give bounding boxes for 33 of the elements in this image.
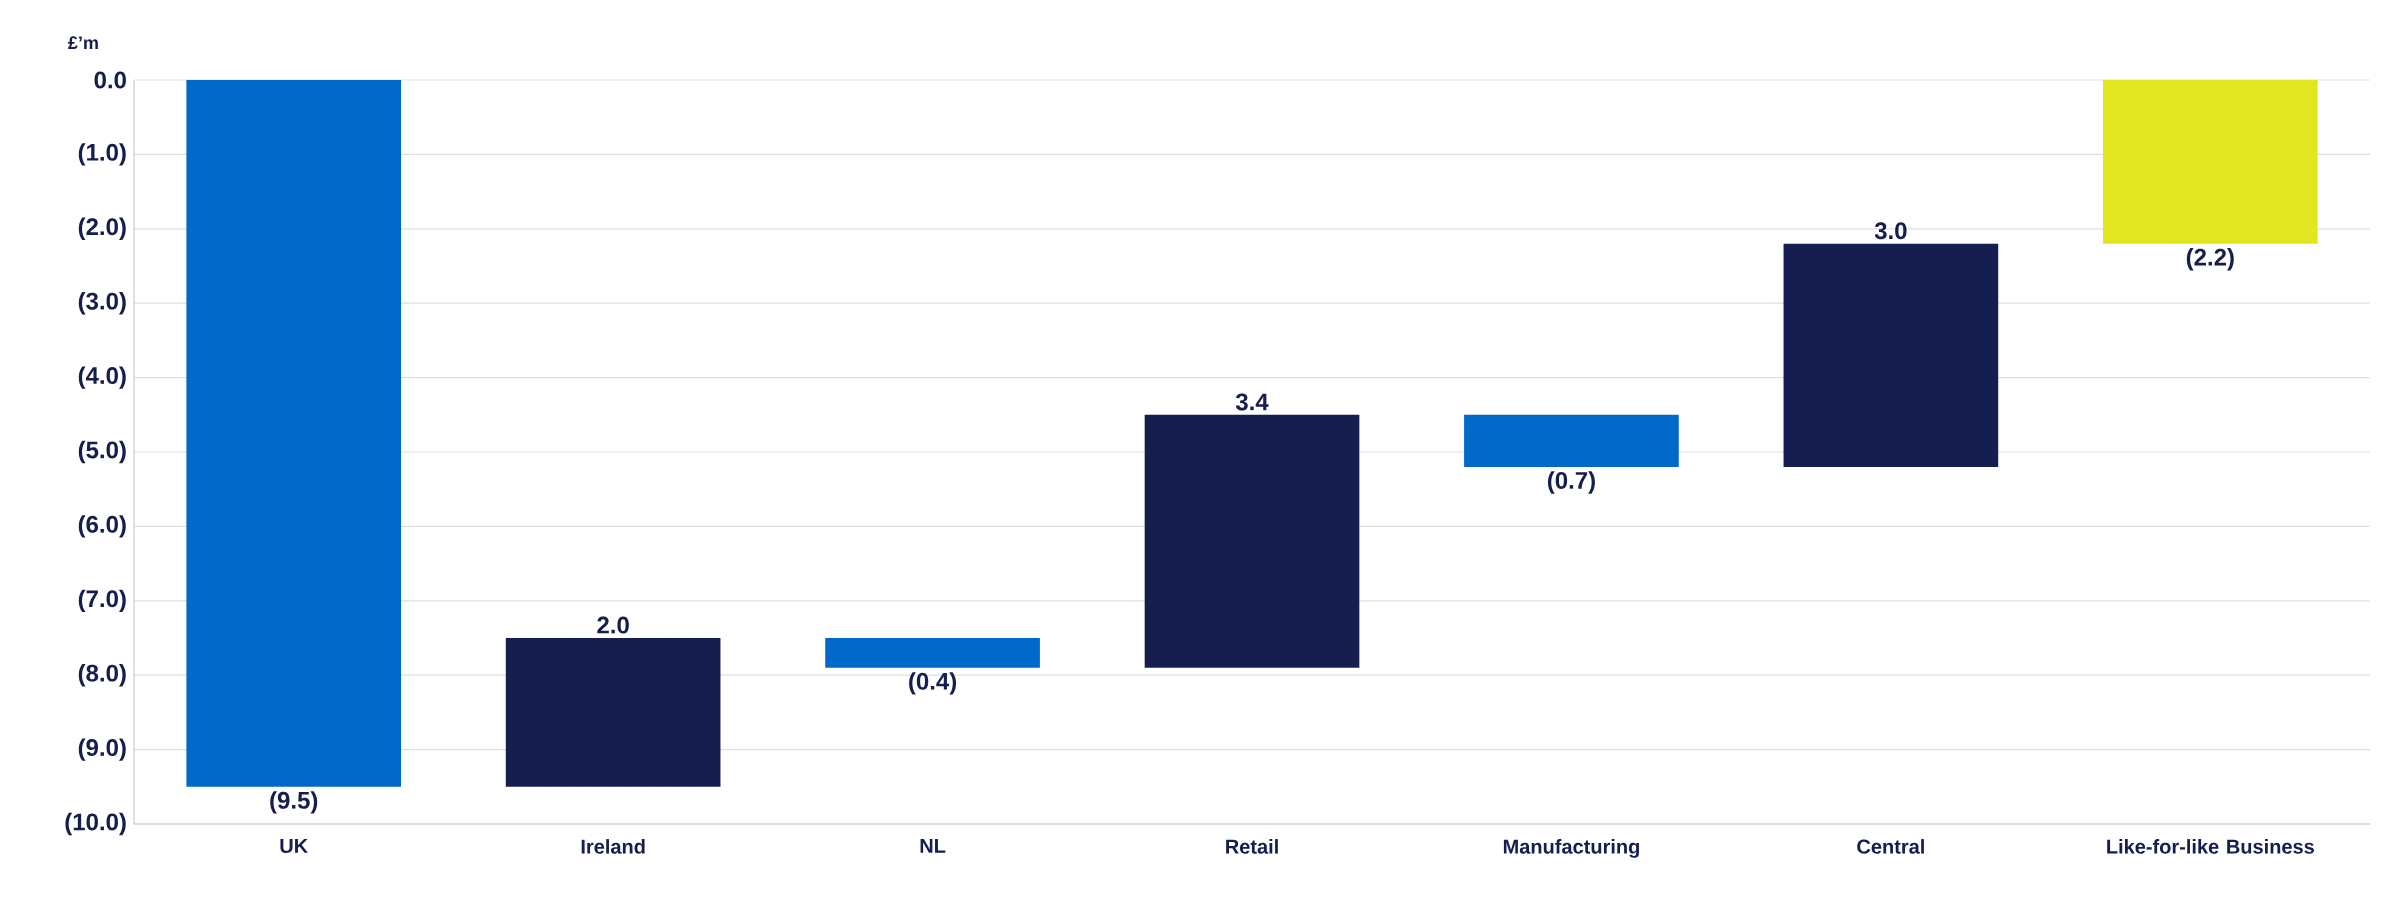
bar <box>505 638 721 787</box>
x-tick-label: Retail <box>1226 839 1278 854</box>
bar <box>1464 414 1679 467</box>
bar <box>1783 243 1999 467</box>
y-tick-label: (3.0) <box>78 292 126 315</box>
data-label: (0.4) <box>909 672 957 695</box>
y-tick-label: (5.0) <box>78 440 126 464</box>
y-tick-label: (8.0) <box>78 664 126 687</box>
bar <box>2102 79 2318 244</box>
y-tick-label: (2.0) <box>78 217 126 240</box>
y-tick-label: (6.0) <box>78 515 126 538</box>
data-label: 3.0 <box>1874 222 1907 240</box>
y-tick-label: (4.0) <box>78 366 126 389</box>
y-tick-label: (7.0) <box>78 589 126 612</box>
y-tick-label: (1.0) <box>78 143 126 166</box>
x-tick-label: UK <box>280 839 308 854</box>
data-label: (9.5) <box>270 791 318 814</box>
data-label: (2.2) <box>2186 248 2234 271</box>
x-tick-label: NL <box>920 839 946 853</box>
bar <box>825 638 1040 668</box>
y-tick-label: (9.0) <box>78 738 126 761</box>
x-tick-label: Like-for-like Business <box>2107 839 2314 854</box>
data-label: 2.0 <box>597 616 629 634</box>
y-tick-label: (10.0) <box>65 812 126 836</box>
data-label: (0.7) <box>1547 471 1595 494</box>
data-label: 3.4 <box>1235 393 1269 411</box>
x-tick-label: Manufacturing <box>1503 839 1639 858</box>
x-tick-label: Ireland <box>581 839 645 854</box>
x-tick-label: Central <box>1857 839 1924 854</box>
bar <box>1144 414 1360 668</box>
y-tick-label: 0.0 <box>94 71 126 89</box>
bar <box>186 79 402 787</box>
y-axis-title: £’m <box>68 36 98 49</box>
